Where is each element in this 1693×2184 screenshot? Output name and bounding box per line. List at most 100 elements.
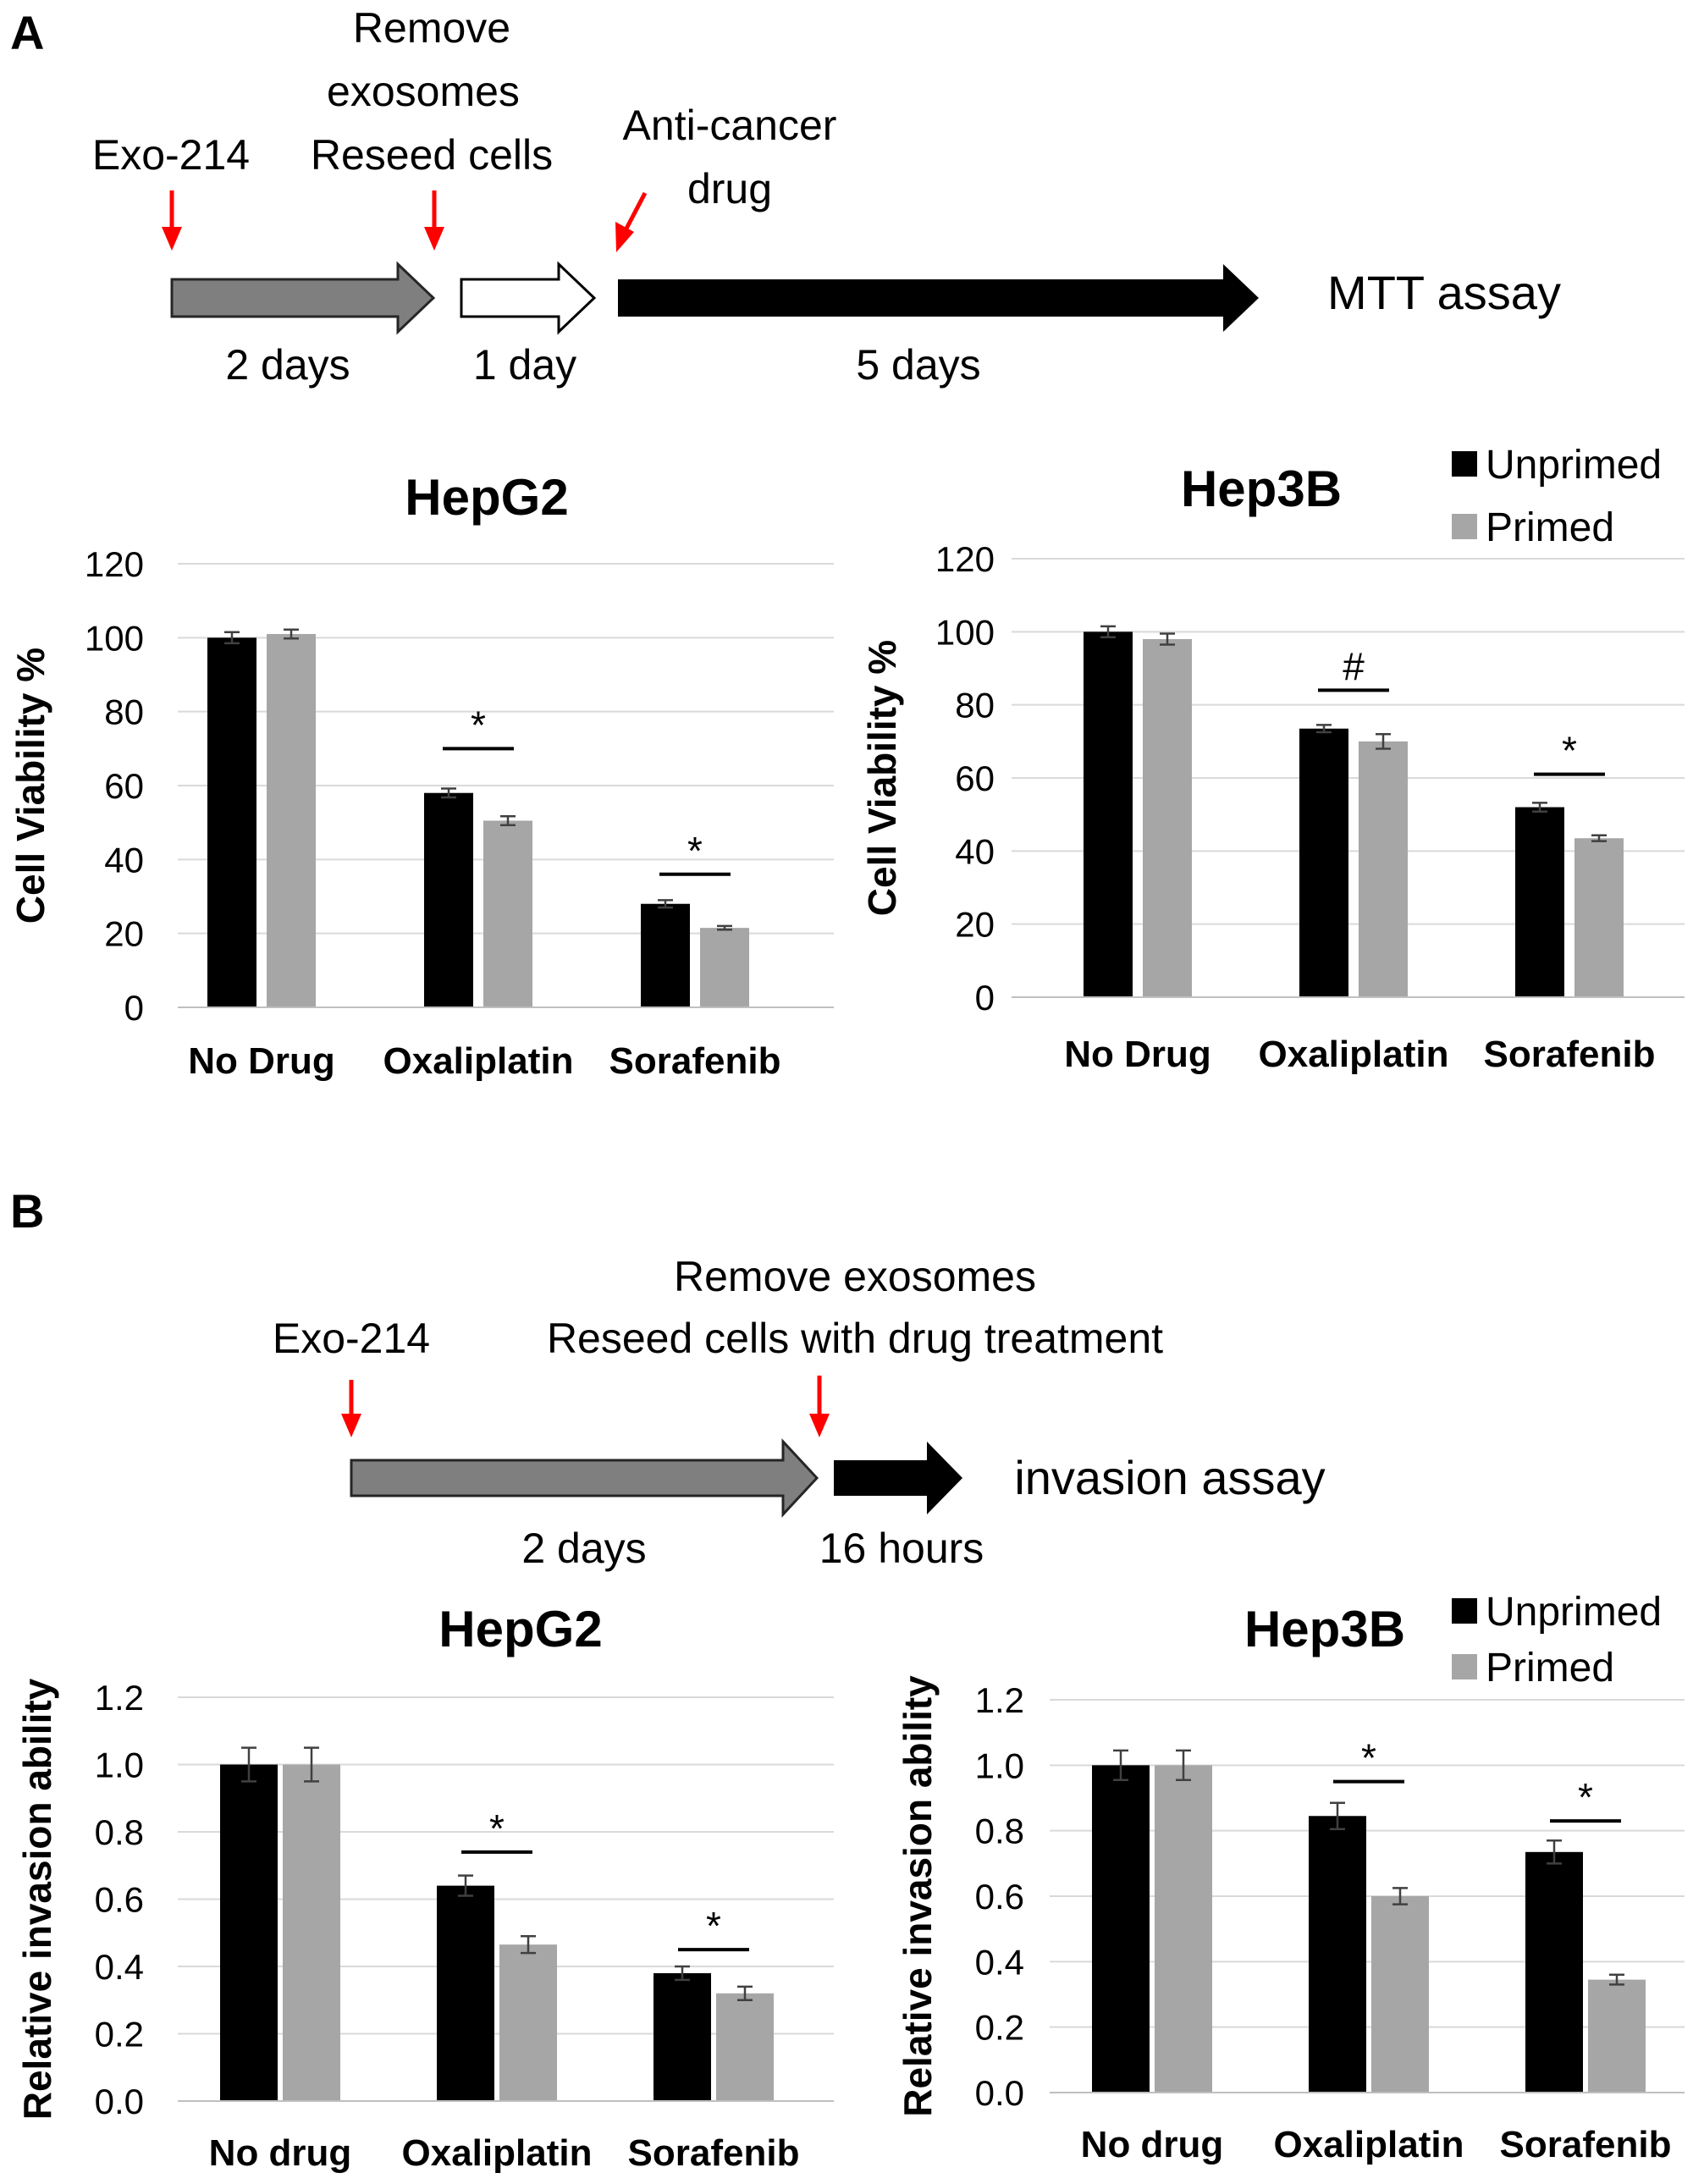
y-tick-label: 120 (85, 544, 144, 584)
bar-primed (1574, 838, 1624, 997)
timeline-a-duration-2: 1 day (473, 341, 576, 389)
x-category-label: Oxaliplatin (402, 2132, 593, 2174)
y-axis-label: Cell Viability % (860, 640, 904, 916)
significance-marker: * (1361, 1736, 1376, 1780)
bar-primed (1588, 1979, 1646, 2093)
y-tick-label: 1.0 (975, 1746, 1024, 1785)
y-tick-label: 100 (935, 612, 995, 652)
timeline-a-duration-3: 5 days (856, 341, 980, 389)
legend-b-primed-swatch (1452, 1654, 1477, 1679)
y-tick-label: 80 (104, 692, 144, 732)
bar-primed (1371, 1896, 1429, 2093)
timeline-b-step2-label-line2: Reseed cells with drug treatment (547, 1315, 1163, 1362)
bar-primed (483, 820, 532, 1007)
y-tick-label: 0 (124, 988, 144, 1028)
x-category-label: Sorafenib (1484, 1034, 1656, 1075)
chart-title: HepG2 (405, 469, 568, 526)
timeline-b-duration-2: 16 hours (819, 1525, 984, 1572)
panel-b-label: B (10, 1184, 44, 1238)
y-tick-label: 40 (955, 831, 995, 871)
chart-title: HepG2 (438, 1601, 602, 1657)
bar-unprimed (1092, 1765, 1150, 2093)
bar-unprimed (1299, 728, 1348, 997)
bar-primed (716, 1993, 774, 2101)
x-category-label: No drug (1081, 2124, 1224, 2165)
legend-a-primed-label: Primed (1486, 505, 1614, 550)
legend-b-primed-label: Primed (1486, 1646, 1614, 1690)
y-tick-label: 0.8 (975, 1812, 1024, 1851)
bar-unprimed (1084, 631, 1133, 997)
y-tick-label: 0.4 (95, 1947, 144, 1987)
bar-primed (499, 1944, 557, 2101)
bar-primed (283, 1764, 340, 2101)
timeline-a-step3-label-line1: Anti-cancer (623, 102, 837, 149)
y-tick-label: 40 (104, 840, 144, 880)
timeline-b-duration-1: 2 days (521, 1525, 646, 1572)
bar-unprimed (641, 903, 690, 1007)
timeline-a-marker-3 (615, 191, 648, 252)
y-tick-label: 0.6 (975, 1877, 1024, 1917)
y-tick-label: 1.0 (95, 1746, 144, 1785)
timeline-a-marker-2 (424, 190, 444, 251)
y-tick-label: 20 (104, 914, 144, 954)
timeline-a-step2-label-line2: exosomes (327, 68, 520, 115)
x-category-label: Sorafenib (628, 2132, 800, 2174)
y-axis-label: Relative invasion ability (896, 1675, 940, 2117)
x-category-label: Oxaliplatin (383, 1040, 574, 1082)
y-axis-label: Relative invasion ability (15, 1678, 59, 2120)
y-tick-label: 1.2 (95, 1678, 144, 1718)
significance-marker: * (471, 703, 486, 747)
timeline-b-end-label: invasion assay (1014, 1451, 1325, 1504)
timeline-b-step2-label-line1: Remove exosomes (674, 1253, 1036, 1300)
y-tick-label: 100 (85, 618, 144, 658)
significance-marker: * (687, 829, 703, 873)
timeline-b-step1-label: Exo-214 (273, 1315, 430, 1362)
bar-primed (1143, 638, 1192, 997)
x-category-label: Oxaliplatin (1274, 2124, 1464, 2165)
bar-unprimed (437, 1885, 494, 2101)
timeline-a-marker-1 (162, 190, 182, 251)
y-axis-label: Cell Viability % (8, 648, 52, 924)
bar-unprimed (1515, 807, 1564, 997)
timeline-a-arrow-2-days (170, 261, 436, 335)
legend-panel-a: Unprimed Primed (1452, 443, 1662, 550)
significance-marker: * (1562, 729, 1577, 773)
panel-a-label: A (10, 6, 44, 59)
bar-unprimed (220, 1764, 278, 2101)
y-tick-label: 120 (935, 539, 995, 579)
legend-a-primed-swatch (1452, 514, 1477, 539)
bar-primed (1359, 741, 1408, 997)
chart-a-hepg2: 0 20 40 60 80 100 120 HepG2 Cell Viability % No D… (8, 469, 834, 1082)
chart-b-hep3b: 0.0 0.2 0.4 0.6 0.8 1.0 1.2 Hep3B Relative invas… (896, 1601, 1685, 2165)
x-category-label: No drug (209, 2132, 352, 2174)
legend-b-unprimed-swatch (1452, 1598, 1477, 1624)
significance-marker: # (1343, 644, 1365, 688)
x-category-label: Sorafenib (609, 1040, 781, 1082)
legend-a-unprimed-label: Unprimed (1486, 443, 1662, 488)
bar-unprimed (653, 1972, 711, 2101)
significance-marker: * (1578, 1775, 1593, 1819)
y-tick-label: 0.0 (95, 2082, 144, 2121)
timeline-a-step2-label-line1: Remove (353, 4, 510, 52)
y-tick-label: 0.2 (95, 2015, 144, 2054)
timeline-a-step2-label-line3: Reseed cells (311, 131, 553, 179)
y-tick-label: 0.8 (95, 1812, 144, 1852)
significance-marker: * (706, 1904, 721, 1948)
legend-a-unprimed-swatch (1452, 451, 1477, 477)
chart-title: Hep3B (1244, 1601, 1405, 1657)
significance-marker: * (489, 1806, 505, 1850)
timeline-a-arrow-5-days (618, 264, 1259, 332)
timeline-a-duration-1: 2 days (225, 341, 350, 389)
chart-b-hepg2: 0.0 0.2 0.4 0.6 0.8 1.0 1.2 HepG2 Relative invas… (15, 1601, 834, 2174)
bar-unprimed (207, 637, 256, 1007)
timeline-a-arrow-1-day (460, 261, 597, 335)
timeline-b-marker-2 (809, 1376, 830, 1437)
y-tick-label: 0.0 (975, 2073, 1024, 2113)
chart-a-hep3b: 0 20 40 60 80 100 120 Hep3B Cell Viability % No D… (860, 461, 1685, 1075)
bar-primed (700, 928, 749, 1007)
timeline-a-end-label: MTT assay (1327, 266, 1561, 319)
y-tick-label: 20 (955, 905, 995, 945)
timeline-a-step1-label: Exo-214 (92, 131, 250, 179)
bar-primed (1155, 1765, 1212, 2093)
bar-unprimed (1309, 1816, 1366, 2093)
